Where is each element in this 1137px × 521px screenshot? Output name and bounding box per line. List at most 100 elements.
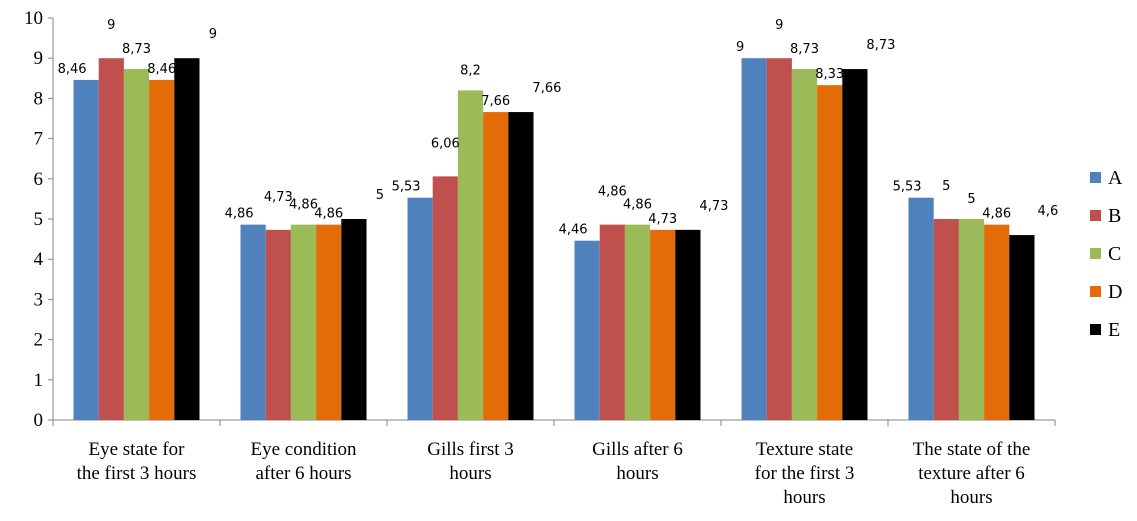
data-label-d: 8,33: [815, 67, 844, 82]
x-category-label-line: for the first 3: [755, 463, 855, 484]
legend-swatch-d: [1090, 286, 1101, 297]
x-category-label-line: hours: [616, 463, 658, 484]
bar-b: [933, 219, 959, 420]
x-category-label: Texture state for the first 3 hours: [755, 439, 855, 508]
data-label-b: 9: [775, 18, 783, 33]
data-label-d: 4,86: [314, 207, 343, 222]
bar-a: [908, 197, 934, 420]
bar-c: [791, 69, 818, 420]
bar-a: [741, 58, 767, 420]
bar-d: [984, 224, 1010, 420]
y-tick-label: 0: [34, 410, 44, 431]
x-category-label-line: hours: [783, 487, 825, 508]
bars: [73, 58, 1035, 421]
y-tick-label: 2: [34, 330, 44, 351]
x-category-label: Gills after 6 hours: [592, 439, 683, 484]
data-label-e: 7,66: [532, 81, 561, 96]
data-label-d: 8,46: [147, 62, 176, 77]
y-tick-label: 4: [34, 249, 44, 270]
legend-label-c: C: [1108, 243, 1121, 265]
bar-c: [624, 224, 651, 420]
data-label-c: 8,73: [790, 42, 819, 57]
x-category-label-line: hours: [950, 487, 992, 508]
bar-a: [240, 224, 266, 420]
data-label-c: 8,73: [122, 42, 151, 57]
bar-d: [316, 224, 342, 420]
y-tick-label: 8: [34, 88, 44, 109]
legend-label-e: E: [1108, 319, 1120, 341]
legend-swatch-c: [1090, 248, 1101, 259]
x-category-label-line: hours: [449, 463, 491, 484]
x-category-label: The state of the texture after 6 hours: [913, 439, 1031, 508]
bar-e: [1009, 235, 1035, 420]
x-category-label-line: after 6 hours: [255, 463, 351, 484]
data-label-a: 8,46: [58, 62, 87, 77]
y-tick-label: 10: [24, 8, 43, 29]
x-category-label: Eye state for the first 3 hours: [77, 439, 197, 484]
legend-swatch-b: [1090, 210, 1101, 221]
bar-b: [98, 58, 124, 420]
bar-a: [574, 240, 600, 420]
data-label-c: 8,2: [460, 63, 481, 78]
bar-a: [73, 79, 99, 421]
x-category-label: Gills first 3 hours: [427, 439, 514, 484]
x-category-label-line: texture after 6: [918, 463, 1025, 484]
y-tick-label: 6: [34, 169, 44, 190]
y-tick-label: 5: [34, 209, 44, 230]
bar-c: [290, 224, 317, 420]
data-labels: 8,46 4,86 5,53 4,46 9 5,53 9 4,73 6,06 4,86 9 5 8,73…: [58, 18, 1059, 238]
data-label-b: 4,86: [598, 185, 627, 200]
data-label-c: 5: [967, 192, 975, 207]
bar-d: [483, 112, 509, 421]
data-label-c: 4,86: [289, 198, 318, 213]
y-tick-label: 1: [34, 370, 44, 391]
x-category-label-line: the first 3 hours: [77, 463, 197, 484]
axes: 0 1 2 3 4 5 6 7 8 9 10 Eye state for the first 3 hou…: [24, 8, 1056, 508]
data-label-b: 9: [107, 18, 115, 33]
x-category-label-line: Eye condition: [250, 439, 357, 460]
data-label-a: 5,53: [392, 180, 421, 195]
x-category-label-line: Gills first 3: [427, 439, 514, 460]
bar-a: [407, 197, 433, 420]
bar-b: [599, 224, 625, 420]
x-category-label-line: Eye state for: [88, 439, 185, 460]
data-label-d: 4,73: [648, 212, 677, 227]
bar-b: [265, 229, 291, 420]
x-category-label: Eye condition after 6 hours: [250, 439, 357, 484]
data-label-e: 4,73: [699, 199, 728, 214]
bar-e: [341, 219, 367, 420]
data-label-b: 6,06: [431, 136, 460, 151]
bar-e: [842, 69, 868, 420]
data-label-c: 4,86: [623, 198, 652, 213]
y-tick-label: 3: [34, 289, 44, 310]
legend-swatch-e: [1090, 324, 1101, 335]
bar-b: [766, 58, 792, 420]
legend-label-d: D: [1108, 281, 1122, 303]
data-label-e: 4,6: [1038, 204, 1059, 219]
bar-d: [650, 229, 676, 420]
data-label-e: 8,73: [866, 38, 895, 53]
x-category-label-line: Gills after 6: [592, 439, 683, 460]
data-label-b: 4,73: [264, 190, 293, 205]
legend-swatch-a: [1090, 172, 1101, 183]
legend-label-b: B: [1108, 205, 1121, 227]
y-tick-label: 7: [34, 129, 44, 150]
data-label-d: 7,66: [481, 94, 510, 109]
bar-d: [149, 79, 175, 421]
data-label-e: 9: [209, 27, 217, 42]
data-label-a: 5,53: [893, 180, 922, 195]
bar-e: [508, 112, 534, 421]
bar-c: [457, 90, 484, 421]
data-label-a: 4,86: [225, 207, 254, 222]
data-label-e: 5: [376, 188, 384, 203]
data-label-a: 9: [736, 40, 744, 55]
data-label-d: 4,86: [982, 207, 1011, 222]
bar-e: [174, 58, 200, 420]
bar-d: [817, 85, 843, 420]
bar-b: [432, 176, 458, 420]
data-label-b: 5: [942, 179, 950, 194]
legend-label-a: A: [1108, 167, 1123, 189]
x-category-label-line: The state of the: [913, 439, 1031, 460]
x-category-label-line: Texture state: [756, 439, 853, 460]
